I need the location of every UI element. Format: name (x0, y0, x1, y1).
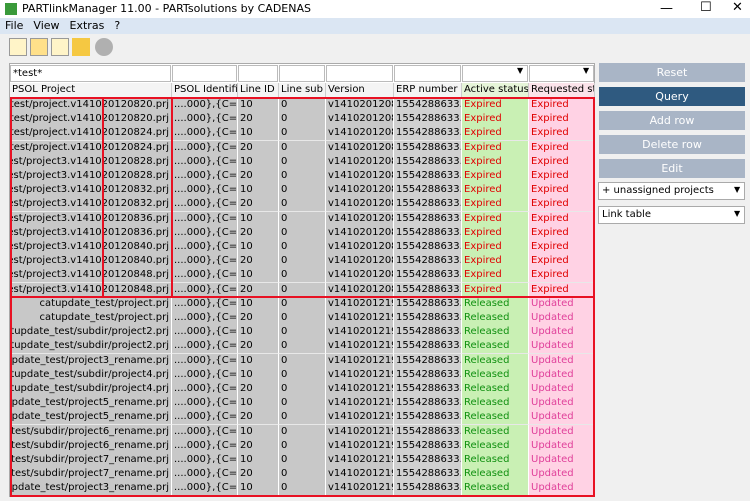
minimize[interactable]: — (660, 1, 673, 16)
menu-item[interactable]: View (33, 19, 60, 32)
button[interactable]: Reset (599, 63, 745, 82)
tool-button[interactable] (72, 38, 90, 56)
menu-item[interactable]: File (5, 19, 24, 32)
tool-button[interactable] (9, 38, 27, 56)
close[interactable]: ✕ (732, 0, 743, 15)
column-header[interactable]: Line sub ID (279, 83, 326, 98)
tool-button[interactable] (51, 38, 69, 56)
menu-bar: File View Extras? (0, 18, 750, 34)
column-header[interactable]: PSOL Project (10, 83, 172, 98)
column-header[interactable]: ERP number (394, 83, 462, 98)
filter-field[interactable] (172, 65, 237, 82)
button[interactable]: Query (599, 87, 745, 106)
column-header[interactable]: Line ID (238, 83, 279, 98)
button[interactable]: Delete row (599, 135, 745, 154)
combo-box[interactable]: Link table (598, 206, 745, 224)
menu-item[interactable]: ? (114, 19, 121, 32)
filter-field[interactable] (529, 65, 594, 82)
dropdown-arrow[interactable]: ▼ (734, 185, 741, 194)
filter-field[interactable] (238, 65, 278, 82)
window-title: PARTlinkManager 11.00 - PARTsolutions by… (22, 2, 311, 15)
toolbar (0, 34, 750, 59)
filter-field[interactable] (279, 65, 325, 82)
maximize[interactable]: ☐ (700, 0, 712, 15)
filter-field[interactable] (326, 65, 393, 82)
dropdown-arrow[interactable]: ▼ (734, 209, 741, 218)
combo-box[interactable]: + unassigned projects (598, 182, 745, 200)
menu-item[interactable]: Extras (69, 19, 105, 32)
highlight-box (10, 295, 595, 497)
button[interactable]: Edit (599, 159, 745, 178)
title-bar: PARTlinkManager 11.00 - PARTsolutions by… (0, 0, 750, 18)
column-header[interactable]: Requested status (529, 83, 595, 98)
column-header[interactable]: Version (326, 83, 394, 98)
tool-button[interactable] (30, 38, 48, 56)
filter-field[interactable]: *test* (10, 65, 171, 82)
button[interactable]: Add row (599, 111, 745, 130)
dropdown-arrow[interactable]: ▼ (583, 66, 590, 75)
highlight-box (10, 97, 595, 298)
highlight-box (102, 97, 173, 298)
dropdown-arrow[interactable]: ▼ (517, 66, 524, 75)
column-header[interactable]: PSOL Identifier (172, 83, 238, 98)
tool-button[interactable] (95, 38, 113, 56)
filter-field[interactable] (394, 65, 461, 82)
app-icon (5, 3, 17, 15)
column-header[interactable]: Active status (462, 83, 529, 98)
filter-field[interactable] (462, 65, 528, 82)
